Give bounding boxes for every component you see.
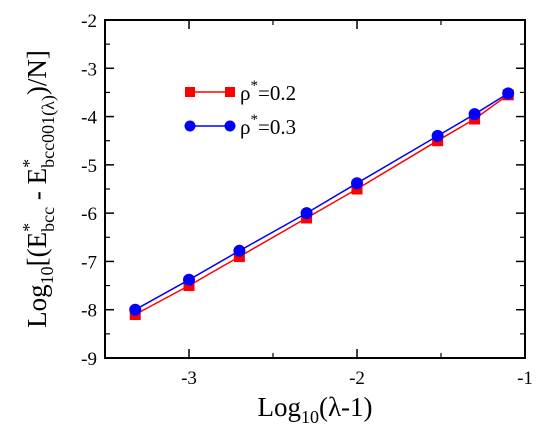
x-tick-label: -2 (349, 368, 365, 389)
legend-marker (224, 120, 236, 132)
y-axis-label-sub2: bcc001(λ) (38, 95, 59, 168)
data-point (351, 177, 363, 190)
y-ticks: -9 -8 -7 -6 -5 -4 -3 -2 (81, 11, 525, 370)
legend-marker (185, 87, 195, 97)
data-point (468, 108, 481, 121)
data-point (300, 207, 313, 220)
y-tick-label: -8 (81, 301, 97, 322)
y-axis-label-close: )/N] (22, 50, 52, 95)
legend-marker (225, 87, 235, 97)
y-axis-label-sup1: * (19, 223, 39, 232)
y-axis-label-mid: - E (22, 168, 52, 207)
x-axis-label: Log10(λ-1) (257, 392, 372, 427)
data-point (502, 87, 515, 100)
legend-label: ρ*=0.2 (240, 78, 296, 105)
x-ticks: -3 -2 -1 (104, 20, 533, 389)
series-line-1 (134, 94, 509, 316)
y-tick-label: -2 (81, 11, 97, 32)
x-tick-label: -1 (517, 368, 533, 389)
data-point (183, 273, 195, 286)
y-tick-label: -5 (81, 156, 97, 177)
y-tick-label: -3 (81, 59, 97, 80)
legend: ρ*=0.2 ρ*=0.3 (184, 78, 296, 139)
y-tick-label: -4 (81, 108, 97, 129)
series-layer (129, 87, 515, 321)
x-axis-label-sub: 10 (301, 407, 319, 427)
legend-marker (184, 120, 196, 132)
y-axis-label-sub: 10 (37, 266, 57, 284)
y-axis-label-sub1: bcc (38, 207, 58, 232)
data-point (431, 129, 444, 142)
legend-label: ρ*=0.3 (240, 112, 296, 139)
x-axis-label-suffix: (λ-1) (319, 392, 373, 422)
y-tick-label: -6 (81, 204, 97, 225)
data-point (129, 303, 142, 316)
y-axis-label-prefix: Log (22, 284, 52, 328)
x-tick-label: -3 (181, 368, 197, 389)
y-axis-label-sup2: * (19, 159, 39, 168)
y-tick-label: -7 (81, 252, 97, 273)
x-axis-label-prefix: Log (257, 392, 301, 422)
data-point (233, 244, 246, 257)
y-axis-label-open: [(E (22, 232, 52, 266)
series-line-2 (134, 92, 509, 311)
plot-frame (104, 19, 526, 359)
y-axis-label: Log10[(E*bcc - E*bcc001(λ))/N] (19, 50, 59, 328)
y-tick-label: -9 (81, 349, 97, 370)
